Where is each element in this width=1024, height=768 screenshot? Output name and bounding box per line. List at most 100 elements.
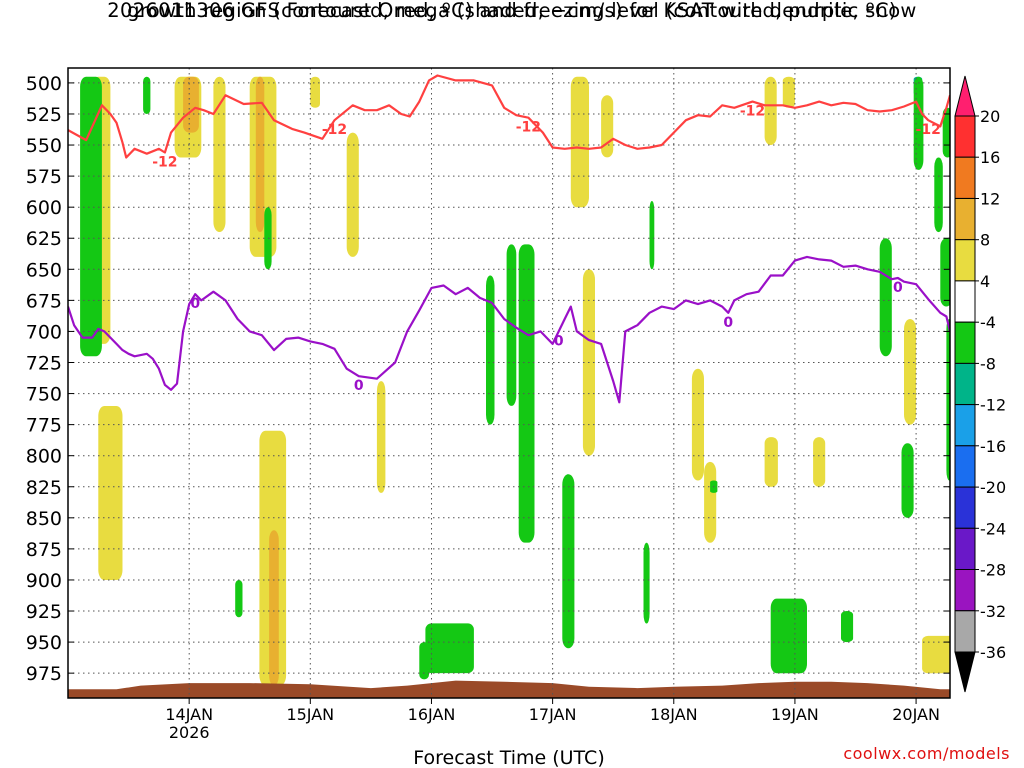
omega-region xyxy=(143,76,151,114)
omega-region xyxy=(770,598,807,674)
y-tick-label: 600 xyxy=(26,197,62,219)
chart-title-line-2: growth region (contoured, red, ºC) and f… xyxy=(127,0,897,22)
colorbar-label: 16 xyxy=(980,148,1000,167)
omega-region xyxy=(643,542,650,624)
omega-region xyxy=(570,76,589,208)
terrain-surface xyxy=(68,680,950,698)
y-tick-label: 900 xyxy=(26,570,62,592)
x-tick-sublabel: 2026 xyxy=(169,723,210,742)
y-tick-label: 875 xyxy=(26,539,62,561)
omega-region xyxy=(913,76,924,170)
colorbar-label: 4 xyxy=(980,272,990,291)
axes: 500 525 550 575 600 625 650 675 700 725 750 775 800 8… xyxy=(26,67,951,768)
omega-region xyxy=(940,238,950,307)
colorbar-box xyxy=(954,404,976,447)
omega-region xyxy=(486,275,495,425)
colorbar-box xyxy=(954,610,976,653)
x-tick-label: 20JAN xyxy=(892,705,940,724)
colorbar-box xyxy=(954,156,976,199)
colorbar-box xyxy=(954,445,976,488)
snow-growth-contour xyxy=(68,74,950,159)
omega-region xyxy=(649,201,655,270)
colorbar-box xyxy=(954,321,976,364)
omega-region xyxy=(213,76,226,232)
y-tick-label: 750 xyxy=(26,384,62,406)
colorbar: 20 16 12 8 4 -4 -8 -12 -16 -20 -24 -28 -32 -36 xyxy=(954,75,1006,693)
x-tick-label: 15JAN xyxy=(286,705,334,724)
y-tick-label: 650 xyxy=(26,259,62,281)
colorbar-label: -4 xyxy=(980,313,996,332)
colorbar-label: -12 xyxy=(980,396,1006,415)
colorbar-bottom-arrow xyxy=(954,651,976,693)
colorbar-top-arrow xyxy=(954,75,976,117)
colorbar-label: -20 xyxy=(980,478,1006,497)
colorbar-box xyxy=(954,569,976,612)
freezing-level-contour-label: 0 xyxy=(190,296,200,312)
freezing-level-contour xyxy=(68,255,950,404)
y-tick-label: 700 xyxy=(26,321,62,343)
omega-region xyxy=(80,76,102,357)
omega-region xyxy=(879,238,892,357)
colorbar-label: -16 xyxy=(980,437,1006,456)
y-tick-label: 775 xyxy=(26,415,62,437)
omega-region xyxy=(376,381,386,493)
colorbar-label: 20 xyxy=(980,107,1000,126)
colorbar-label: 12 xyxy=(980,190,1000,209)
omega-region xyxy=(946,319,950,481)
y-tick-label: 525 xyxy=(26,104,62,126)
omega-region xyxy=(518,244,535,543)
omega-region xyxy=(269,530,279,686)
x-tick-label: 17JAN xyxy=(529,705,577,724)
omega-region xyxy=(904,319,917,425)
colorbar-label: -28 xyxy=(980,561,1006,580)
freezing-level-contour-label: 0 xyxy=(354,378,364,394)
colorbar-box xyxy=(954,239,976,282)
omega-region xyxy=(255,76,265,232)
colorbar-box xyxy=(954,527,976,570)
contour-layer: -12 -12 -12 -12 -12 0 0 0 0 0 xyxy=(68,74,950,404)
y-tick-label: 575 xyxy=(26,166,62,188)
gridlines xyxy=(68,68,950,698)
y-tick-label: 925 xyxy=(26,601,62,623)
omega-region xyxy=(704,461,717,543)
y-tick-label: 500 xyxy=(26,73,62,95)
omega-region xyxy=(183,76,199,133)
omega-region xyxy=(425,623,474,674)
omega-region xyxy=(901,443,914,518)
omega-region xyxy=(813,437,826,487)
omega-region xyxy=(562,474,575,649)
colorbar-box xyxy=(954,198,976,241)
omega-region xyxy=(934,157,943,233)
omega-region xyxy=(764,76,777,145)
snow-growth-contour-label: -12 xyxy=(322,122,347,138)
colorbar-label: -36 xyxy=(980,643,1006,662)
x-tick-label: 14JAN xyxy=(165,705,213,724)
colorbar-label: -8 xyxy=(980,354,996,373)
omega-region xyxy=(235,580,243,618)
y-tick-label: 675 xyxy=(26,290,62,312)
omega-region xyxy=(310,76,320,108)
y-tick-label: 850 xyxy=(26,508,62,530)
omega-region xyxy=(922,635,950,674)
omega-region xyxy=(691,368,704,481)
source-credit: coolwx.com/models xyxy=(843,744,1010,763)
x-tick-label: 16JAN xyxy=(408,705,456,724)
y-tick-label: 950 xyxy=(26,632,62,654)
omega-region xyxy=(264,207,272,270)
snow-growth-contour-label: -12 xyxy=(916,122,941,138)
y-tick-label: 550 xyxy=(26,135,62,157)
x-axis-label: Forecast Time (UTC) xyxy=(413,747,604,768)
chart-title-line-1: 2026011306 GFS Forecast Omega (shaded, −… xyxy=(107,0,917,22)
terrain-layer xyxy=(68,680,950,698)
colorbar-label: 8 xyxy=(980,231,990,250)
colorbar-label: -32 xyxy=(980,602,1006,621)
freezing-level-contour-label: 0 xyxy=(893,280,903,296)
x-tick-label: 18JAN xyxy=(650,705,698,724)
y-tick-label: 625 xyxy=(26,228,62,250)
omega-region xyxy=(98,406,123,580)
colorbar-box xyxy=(954,362,976,406)
y-tick-label: 800 xyxy=(26,446,62,468)
omega-region xyxy=(782,76,795,108)
colorbar-label: -24 xyxy=(980,519,1006,538)
